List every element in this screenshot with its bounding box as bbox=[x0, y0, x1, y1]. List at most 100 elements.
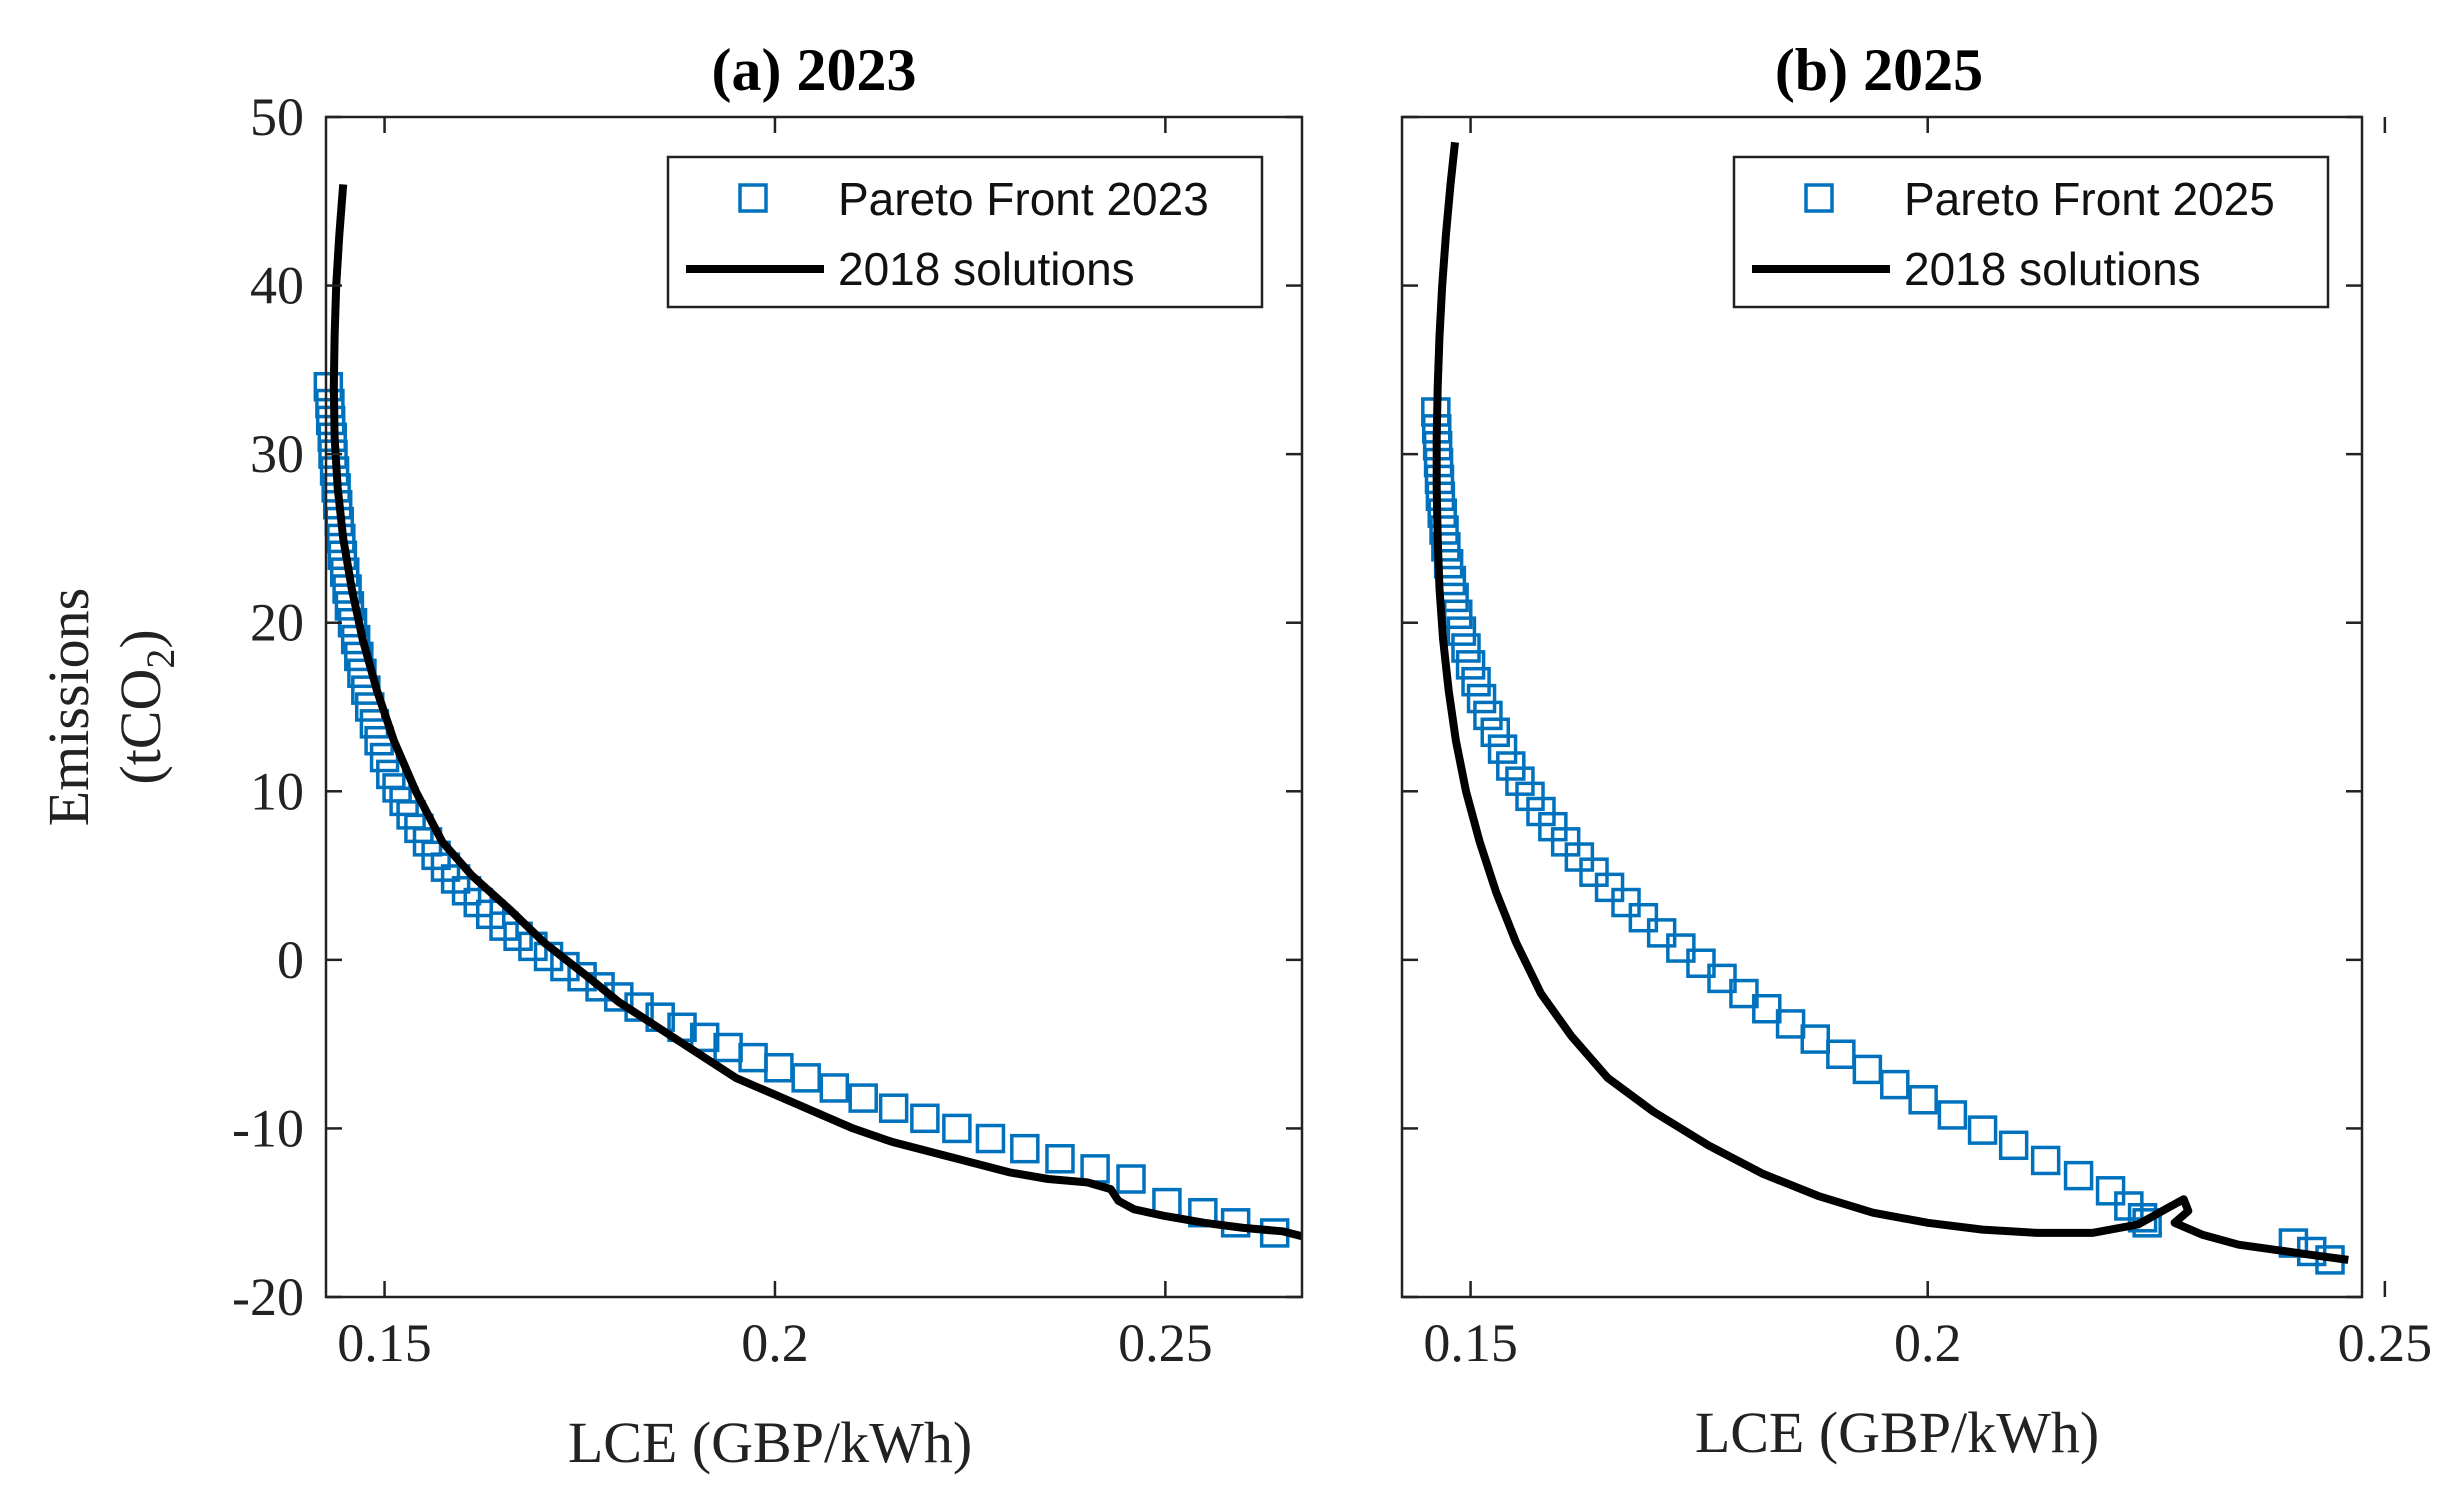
legend-pareto-marker-b bbox=[1804, 183, 1834, 213]
pareto-point-b bbox=[1487, 734, 1518, 764]
legend-box-b bbox=[1732, 155, 2330, 309]
panel-a: (a) 2023 0.15 0.2 0.25 -20 -10 0 10 20 30 40 50 LC… bbox=[36, 37, 1304, 1475]
pareto-point-b bbox=[1451, 633, 1481, 663]
ticks-b: 0.15 0.2 0.25 bbox=[1402, 115, 2433, 1373]
pareto-point-a bbox=[315, 388, 345, 419]
pareto-point-b bbox=[1473, 700, 1503, 731]
pareto-point-b bbox=[1594, 872, 1625, 903]
y-tick-label: -20 bbox=[232, 1267, 304, 1327]
y-tick-label: -10 bbox=[232, 1098, 304, 1158]
y-tick-label: 40 bbox=[250, 256, 304, 316]
pareto-point-a bbox=[738, 1042, 768, 1073]
ticks-a: 0.15 0.2 0.25 -20 -10 0 10 20 30 40 50 bbox=[232, 87, 1302, 1373]
pareto-point-a bbox=[313, 371, 344, 402]
x-tick-label-b: 0.2 bbox=[1894, 1313, 1962, 1373]
pareto-point-b bbox=[2030, 1145, 2061, 1176]
pareto-point-b bbox=[1908, 1085, 1938, 1115]
y-tick-label: 30 bbox=[250, 424, 304, 484]
y-axis-label-line1: Emissions bbox=[36, 588, 101, 827]
pareto-point-b bbox=[1628, 902, 1659, 933]
y-tick-label: 0 bbox=[277, 930, 304, 990]
pareto-point-a bbox=[819, 1073, 850, 1103]
series-layer-b bbox=[1421, 141, 2349, 1275]
legend-pareto-marker-a bbox=[738, 183, 768, 213]
pareto-point-a bbox=[764, 1052, 794, 1083]
x-axis-label-b: LCE (GBP/kWh) bbox=[1695, 1400, 2099, 1465]
pareto-point-b bbox=[1729, 978, 1759, 1009]
pareto-point-b bbox=[1427, 498, 1457, 528]
pareto-point-a bbox=[585, 972, 615, 1002]
pareto-point-b bbox=[1937, 1100, 1968, 1130]
panel-title-b: (b) 2025 bbox=[1775, 37, 1983, 103]
pareto-point-a bbox=[1045, 1144, 1075, 1174]
pareto-point-b bbox=[1611, 887, 1641, 918]
pareto-point-b bbox=[1752, 993, 1782, 1024]
pareto-point-b bbox=[1852, 1054, 1883, 1085]
x-tick-label-a: 0.15 bbox=[337, 1313, 432, 1373]
pareto-point-b bbox=[2063, 1160, 2094, 1191]
pareto-point-a bbox=[1116, 1164, 1146, 1194]
pareto-point-a bbox=[503, 921, 533, 952]
pareto-point-a bbox=[878, 1093, 909, 1123]
pareto-point-b bbox=[1800, 1024, 1831, 1054]
pareto-point-b bbox=[1446, 616, 1477, 646]
panel-b: (b) 2025 0.15 0.2 0.25 LCE (GBP/kWh) Paret… bbox=[1400, 37, 2433, 1465]
legend-pareto-label-a: Pareto Front 2023 bbox=[838, 173, 1209, 225]
plot-frame-a bbox=[324, 115, 1304, 1299]
pareto-point-b bbox=[1666, 933, 1696, 963]
pareto-point-a bbox=[1080, 1154, 1110, 1184]
pareto-point-b bbox=[1686, 948, 1716, 978]
pareto-point-b bbox=[1998, 1130, 2029, 1161]
pareto-point-b bbox=[1826, 1039, 1856, 1070]
pareto-point-b bbox=[1431, 532, 1461, 562]
y-tick-label: 10 bbox=[250, 761, 304, 821]
pareto-point-a bbox=[848, 1083, 878, 1113]
pareto-point-a bbox=[689, 1022, 720, 1053]
pareto-point-b bbox=[2095, 1176, 2126, 1206]
legend-solution-label-a: 2018 solutions bbox=[838, 243, 1135, 295]
plot-frame-b bbox=[1400, 115, 2364, 1299]
pareto-point-b bbox=[1775, 1009, 1806, 1039]
x-axis-label-a: LCE (GBP/kWh) bbox=[568, 1410, 972, 1475]
x-tick-label-a: 0.25 bbox=[1118, 1313, 1213, 1373]
legend-b: Pareto Front 2025 2018 solutions bbox=[1732, 155, 2330, 309]
pareto-point-b bbox=[1466, 683, 1497, 714]
pareto-point-b bbox=[1967, 1115, 1998, 1145]
x-tick-label-b: 0.25 bbox=[2338, 1313, 2433, 1373]
solution-line-b bbox=[1432, 141, 2349, 1264]
pareto-point-b bbox=[1455, 650, 1486, 680]
pareto-point-a bbox=[340, 624, 371, 655]
pareto-point-a bbox=[344, 641, 374, 672]
y-tick-label: 50 bbox=[250, 87, 304, 147]
pareto-point-b bbox=[1515, 781, 1545, 812]
legend-pareto-label-b: Pareto Front 2025 bbox=[1904, 173, 2275, 225]
pareto-point-b bbox=[1646, 918, 1677, 948]
pareto-point-a bbox=[604, 982, 634, 1012]
legend-solution-label-b: 2018 solutions bbox=[1904, 243, 2201, 295]
pareto-point-a bbox=[1010, 1133, 1040, 1164]
panel-title-a: (a) 2023 bbox=[712, 37, 917, 103]
x-tick-label-a: 0.2 bbox=[741, 1313, 809, 1373]
pareto-point-b bbox=[1880, 1069, 1910, 1100]
series-layer-a bbox=[313, 184, 1303, 1248]
pareto-point-b bbox=[1579, 857, 1609, 887]
y-tick-label: 20 bbox=[250, 593, 304, 653]
y-axis-label-line2: (tCO2) bbox=[108, 629, 183, 784]
pareto-point-b bbox=[1480, 717, 1511, 748]
pareto-point-b bbox=[1496, 751, 1526, 781]
pareto-point-a bbox=[910, 1103, 940, 1134]
pareto-point-a bbox=[567, 961, 597, 992]
y-axis-label: Emissions (tCO2) bbox=[36, 588, 183, 827]
pareto-point-b bbox=[1707, 963, 1737, 994]
solution-line-a bbox=[329, 184, 1303, 1241]
pareto-point-a bbox=[975, 1123, 1006, 1154]
pareto-point-b bbox=[1505, 766, 1535, 796]
legend-a: Pareto Front 2023 2018 solutions bbox=[666, 155, 1264, 309]
pareto-point-b bbox=[1461, 666, 1491, 697]
x-tick-label-b: 0.15 bbox=[1423, 1313, 1518, 1373]
pareto-point-a bbox=[942, 1113, 972, 1144]
pareto-point-b bbox=[1429, 515, 1459, 545]
legend-box-a bbox=[666, 155, 1264, 309]
pareto-point-a bbox=[791, 1063, 821, 1093]
